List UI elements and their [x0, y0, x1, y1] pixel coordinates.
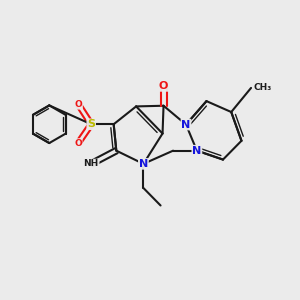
Text: O: O	[74, 139, 82, 148]
Text: N: N	[192, 146, 202, 156]
Text: N: N	[139, 159, 148, 169]
Text: S: S	[87, 119, 95, 129]
Text: CH₃: CH₃	[253, 83, 271, 92]
Text: O: O	[74, 100, 82, 109]
Text: NH: NH	[84, 159, 99, 168]
Text: O: O	[159, 81, 168, 91]
Text: N: N	[182, 120, 190, 130]
